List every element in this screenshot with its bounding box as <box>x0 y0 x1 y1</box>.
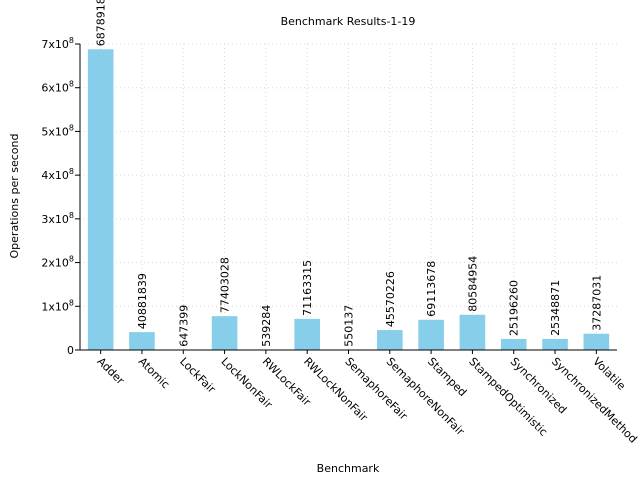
x-tick-label: Atomic <box>136 355 172 391</box>
bar-value-label: 25348871 <box>549 280 562 336</box>
y-tick-label: 7x108 <box>41 36 74 51</box>
bar-value-label: 71163315 <box>301 260 314 316</box>
x-tick-label: LockFair <box>177 355 218 396</box>
x-tick-label: Volatile <box>590 355 628 393</box>
bar-value-label: 539284 <box>260 305 273 347</box>
y-axis-title: Operations per second <box>8 134 21 259</box>
bar-Volatile <box>583 333 610 350</box>
x-tick-label: StampedOptimistic <box>466 355 550 439</box>
bar-value-label: 80584954 <box>466 256 479 312</box>
y-tick-label: 5x108 <box>41 123 74 138</box>
bar-SynchronizedMethod <box>542 338 568 350</box>
y-tick-label: 1x108 <box>41 298 74 313</box>
y-tick-label: 0 <box>67 344 74 357</box>
grid <box>80 43 617 350</box>
bar-value-label: 40881839 <box>136 273 149 329</box>
bar-Atomic <box>129 332 155 350</box>
bar-Stamped <box>418 319 444 350</box>
bars <box>87 49 610 350</box>
bar-value-label: 37287031 <box>590 275 603 331</box>
bar-LockNonFair <box>211 316 238 350</box>
y-tick-label: 3x108 <box>41 211 74 226</box>
bar-StampedOptimistic <box>459 314 486 350</box>
y-tick-label: 2x108 <box>41 255 74 270</box>
bar-value-label: 550137 <box>343 305 356 347</box>
x-axis-title: Benchmark <box>317 462 380 475</box>
bar-SemaphoreNonFair <box>377 330 403 350</box>
bar-value-label: 69113678 <box>425 261 438 317</box>
bar-value-label: 25196260 <box>508 280 521 336</box>
y-tick-label: 4x108 <box>41 167 74 182</box>
bar-Adder <box>87 49 114 350</box>
bar-RWLockNonFair <box>294 318 320 350</box>
bar-Synchronized <box>500 338 527 350</box>
y-tick-label: 6x108 <box>41 80 74 95</box>
bar-value-label: 77403028 <box>219 257 232 313</box>
chart-title: Benchmark Results-1-19 <box>281 15 416 28</box>
bar-value-labels: 6878918 40881839 647399 77403028 539284 71163… <box>95 0 604 347</box>
bar-value-label: 647399 <box>177 305 190 347</box>
x-tick-label: SemaphoreNonFair <box>384 355 467 438</box>
bar-value-label: 6878918 <box>95 0 108 46</box>
y-ticks: 0 1x108 2x108 3x108 4x108 5x108 6x108 7x108 <box>41 36 80 357</box>
bar-value-label: 45570226 <box>384 271 397 327</box>
x-tick-labels: Adder Atomic LockFair LockNonFairRWLockFair… <box>95 350 640 446</box>
x-tick-label: Adder <box>95 355 128 388</box>
